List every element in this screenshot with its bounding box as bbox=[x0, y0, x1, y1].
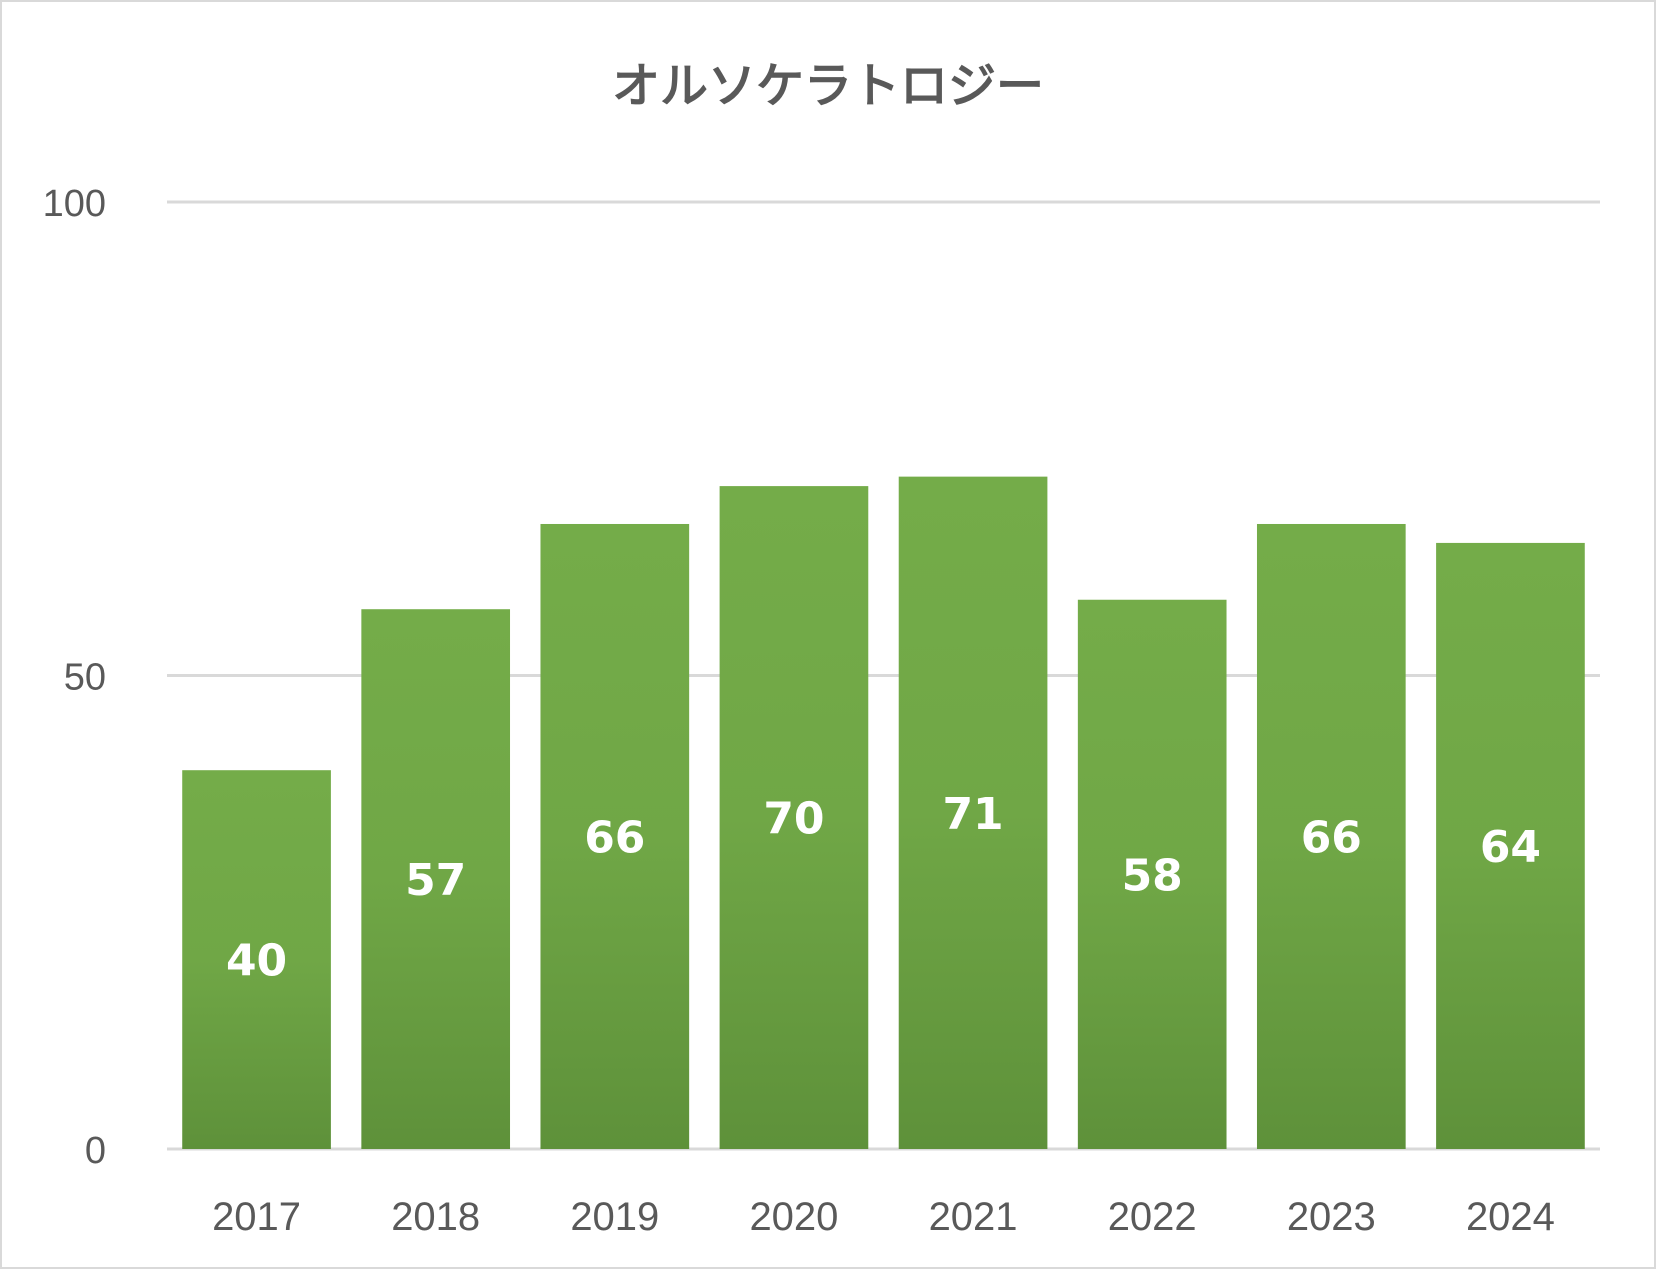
bar-2023 bbox=[1256, 523, 1406, 1149]
bar-2020 bbox=[719, 486, 869, 1150]
y-tick-label: 50 bbox=[64, 657, 106, 699]
x-axis-ticks: 2017 2018 2019 2020 2021 2022 2023 2024 bbox=[212, 1195, 1555, 1239]
data-label: 71 bbox=[942, 789, 1003, 840]
bar-2024 bbox=[1436, 542, 1585, 1149]
bar-2018 bbox=[361, 609, 511, 1149]
bar-2017 bbox=[182, 770, 331, 1149]
x-tick-label: 2021 bbox=[929, 1195, 1018, 1239]
data-label: 70 bbox=[763, 794, 824, 845]
bars bbox=[182, 476, 1585, 1150]
x-tick-label: 2018 bbox=[391, 1195, 480, 1239]
data-label: 66 bbox=[1301, 812, 1362, 863]
data-label: 40 bbox=[226, 936, 287, 987]
x-tick-label: 2022 bbox=[1108, 1195, 1197, 1239]
data-labels: 40 57 66 70 71 58 66 64 bbox=[226, 789, 1541, 987]
y-tick-label: 0 bbox=[85, 1130, 106, 1172]
bar-2021 bbox=[898, 476, 1048, 1149]
x-tick-label: 2024 bbox=[1466, 1195, 1555, 1239]
data-label: 58 bbox=[1122, 850, 1183, 901]
data-label: 66 bbox=[584, 812, 645, 863]
x-tick-label: 2023 bbox=[1287, 1195, 1376, 1239]
y-axis-ticks: 0 50 100 bbox=[43, 183, 106, 1172]
x-tick-label: 2017 bbox=[212, 1195, 301, 1239]
x-tick-label: 2020 bbox=[749, 1195, 838, 1239]
bar-2022 bbox=[1077, 599, 1227, 1149]
x-tick-label: 2019 bbox=[570, 1195, 659, 1239]
data-label: 57 bbox=[405, 855, 466, 906]
chart-title: オルソケラトロジー bbox=[612, 58, 1044, 114]
bar-2019 bbox=[540, 523, 690, 1149]
data-label: 64 bbox=[1480, 822, 1541, 873]
y-tick-label: 100 bbox=[43, 183, 106, 225]
